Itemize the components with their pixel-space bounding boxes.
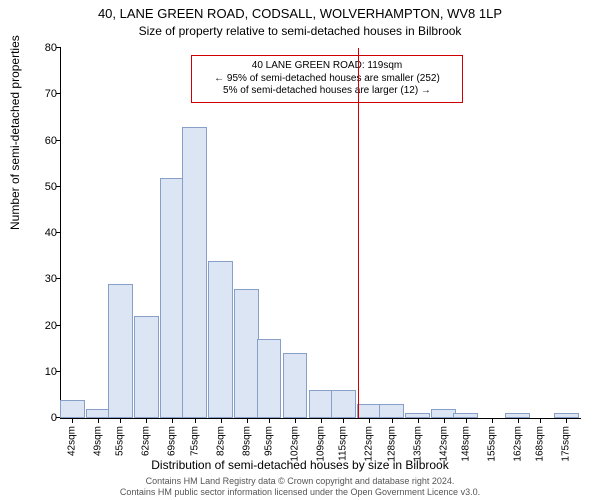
- x-tick-label: 168sqm: [535, 426, 546, 462]
- annotation-line-3: 5% of semi-detached houses are larger (1…: [198, 85, 456, 98]
- y-axis-label: Number of semi-detached properties: [8, 35, 22, 230]
- histogram-bar: [160, 178, 185, 419]
- histogram-bar: [208, 261, 233, 418]
- histogram-bar: [331, 390, 356, 418]
- x-tick-label: 162sqm: [512, 426, 523, 462]
- histogram-bar: [309, 390, 334, 418]
- x-tick-mark: [221, 418, 222, 423]
- property-marker-line: [358, 48, 359, 418]
- x-tick-label: 49sqm: [93, 426, 104, 456]
- histogram-bar: [357, 404, 382, 418]
- x-tick-label: 42sqm: [67, 426, 78, 456]
- y-tick-mark: [56, 325, 61, 326]
- x-tick-label: 128sqm: [386, 426, 397, 462]
- annotation-line-2: ← 95% of semi-detached houses are smalle…: [198, 73, 456, 86]
- x-tick-mark: [98, 418, 99, 423]
- x-tick-mark: [566, 418, 567, 423]
- x-tick-label: 75sqm: [189, 426, 200, 456]
- x-tick-mark: [518, 418, 519, 423]
- x-tick-mark: [466, 418, 467, 423]
- y-tick-mark: [56, 186, 61, 187]
- y-tick-mark: [56, 47, 61, 48]
- y-tick-label: 40: [27, 227, 57, 239]
- x-tick-mark: [369, 418, 370, 423]
- x-tick-mark: [343, 418, 344, 423]
- x-tick-mark: [120, 418, 121, 423]
- x-tick-label: 135sqm: [412, 426, 423, 462]
- annotation-line-1: 40 LANE GREEN ROAD: 119sqm: [198, 60, 456, 73]
- x-tick-label: 89sqm: [241, 426, 252, 456]
- x-tick-mark: [172, 418, 173, 423]
- y-tick-mark: [56, 232, 61, 233]
- histogram-bar: [379, 404, 404, 418]
- x-tick-mark: [195, 418, 196, 423]
- y-tick-label: 10: [27, 366, 57, 378]
- chart-title-sub: Size of property relative to semi-detach…: [0, 24, 600, 38]
- x-tick-mark: [444, 418, 445, 423]
- x-tick-mark: [418, 418, 419, 423]
- histogram-bar: [60, 400, 85, 419]
- x-tick-label: 109sqm: [316, 426, 327, 462]
- x-tick-label: 142sqm: [438, 426, 449, 462]
- y-tick-mark: [56, 93, 61, 94]
- x-axis-label: Distribution of semi-detached houses by …: [0, 458, 600, 472]
- x-tick-mark: [321, 418, 322, 423]
- y-tick-label: 70: [27, 88, 57, 100]
- x-tick-label: 148sqm: [460, 426, 471, 462]
- histogram-bar: [234, 289, 259, 419]
- y-tick-label: 20: [27, 320, 57, 332]
- x-tick-label: 102sqm: [290, 426, 301, 462]
- property-size-histogram: 40, LANE GREEN ROAD, CODSALL, WOLVERHAMP…: [0, 0, 600, 500]
- histogram-bar: [182, 127, 207, 418]
- histogram-bar: [134, 316, 159, 418]
- x-tick-mark: [540, 418, 541, 423]
- y-tick-label: 0: [27, 412, 57, 424]
- chart-title-main: 40, LANE GREEN ROAD, CODSALL, WOLVERHAMP…: [0, 6, 600, 21]
- x-tick-label: 62sqm: [141, 426, 152, 456]
- x-tick-mark: [492, 418, 493, 423]
- x-tick-label: 155sqm: [486, 426, 497, 462]
- y-tick-mark: [56, 371, 61, 372]
- x-tick-label: 175sqm: [561, 426, 572, 462]
- histogram-bar: [108, 284, 133, 418]
- y-tick-label: 50: [27, 181, 57, 193]
- footer-line-2: Contains HM public sector information li…: [0, 487, 600, 498]
- histogram-bar: [431, 409, 456, 418]
- footer-line-1: Contains HM Land Registry data © Crown c…: [0, 476, 600, 487]
- histogram-bar: [257, 339, 282, 418]
- y-tick-mark: [56, 140, 61, 141]
- x-tick-label: 122sqm: [364, 426, 375, 462]
- y-tick-label: 30: [27, 273, 57, 285]
- x-tick-mark: [72, 418, 73, 423]
- x-tick-mark: [269, 418, 270, 423]
- histogram-bar: [86, 409, 111, 418]
- annotation-box: 40 LANE GREEN ROAD: 119sqm ← 95% of semi…: [191, 55, 463, 103]
- x-tick-label: 82sqm: [215, 426, 226, 456]
- y-tick-label: 60: [27, 135, 57, 147]
- x-tick-label: 95sqm: [264, 426, 275, 456]
- plot-area: 40 LANE GREEN ROAD: 119sqm ← 95% of semi…: [60, 48, 581, 419]
- x-tick-label: 115sqm: [338, 426, 349, 461]
- histogram-bar: [283, 353, 308, 418]
- x-tick-label: 69sqm: [167, 426, 178, 456]
- x-tick-label: 55sqm: [115, 426, 126, 456]
- chart-footer: Contains HM Land Registry data © Crown c…: [0, 476, 600, 498]
- x-tick-mark: [146, 418, 147, 423]
- x-tick-mark: [247, 418, 248, 423]
- y-tick-mark: [56, 278, 61, 279]
- x-tick-mark: [392, 418, 393, 423]
- x-tick-mark: [295, 418, 296, 423]
- y-tick-label: 80: [27, 42, 57, 54]
